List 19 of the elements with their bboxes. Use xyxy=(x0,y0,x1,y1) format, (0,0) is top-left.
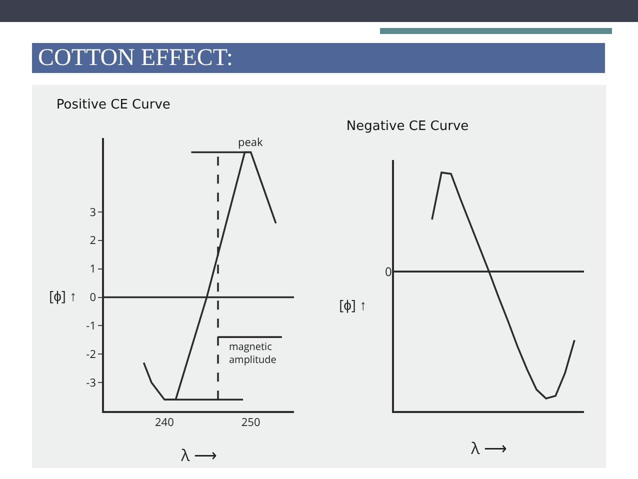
annotation: magnetic amplitude xyxy=(229,339,277,366)
chart-title: Negative CE Curve xyxy=(346,118,469,134)
ref-line-label: 0 xyxy=(385,263,392,280)
y-axis-title: [ϕ] ↑ xyxy=(49,287,77,306)
y-tick-label: 2 xyxy=(90,233,96,248)
x-axis-title: λ ⟶ xyxy=(470,436,507,459)
y-axis-title: [ϕ] ↑ xyxy=(339,296,367,315)
x-tick-label: 250 xyxy=(241,415,260,430)
y-tick-label: -3 xyxy=(86,375,96,390)
y-tick-label: 0 xyxy=(90,290,96,306)
y-tick-label: 1 xyxy=(90,262,96,277)
y-tick-label: 3 xyxy=(90,204,96,220)
x-axis-title: λ ⟶ xyxy=(180,444,217,466)
x-tick-label: 240 xyxy=(155,415,174,430)
text: COTTON EFFECT: xyxy=(32,43,605,73)
y-tick-label: -1 xyxy=(86,318,96,334)
y-tick-label: -2 xyxy=(86,346,96,362)
annotation: peak xyxy=(238,135,264,150)
chart-title: Positive CE Curve xyxy=(56,97,170,112)
